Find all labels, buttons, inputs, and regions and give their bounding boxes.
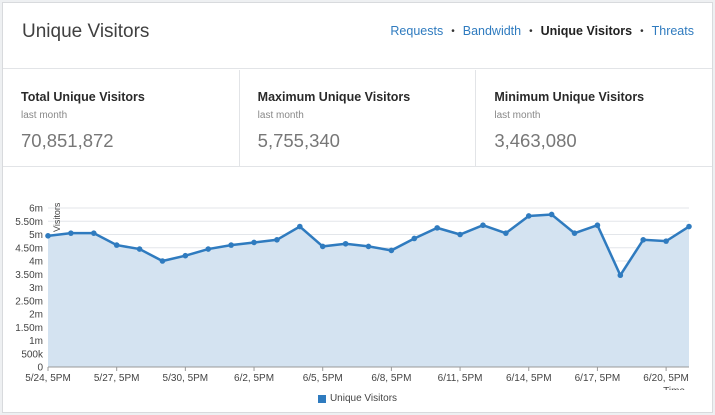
stat-maximum: Maximum Unique Visitors last month 5,755… [240, 70, 477, 166]
y-tick-label: 500k [21, 349, 44, 360]
y-tick-label: 2m [29, 310, 43, 321]
y-tick-label: 1m [29, 336, 43, 347]
series-area-fill [48, 214, 689, 367]
data-point [457, 231, 463, 238]
data-point [686, 223, 692, 230]
y-tick-label: 6m [29, 204, 43, 215]
nav-requests-link[interactable]: Requests [390, 24, 444, 38]
data-point [434, 225, 440, 231]
stat-subtitle: last month [21, 110, 68, 121]
data-point [617, 272, 624, 279]
x-tick-label: 6/8, 5PM [371, 373, 411, 384]
data-point [594, 222, 601, 229]
x-tick-label: 5/24, 5PM [25, 373, 71, 384]
y-tick-label: 5.50m [15, 217, 43, 228]
card-header: Unique Visitors Requests • Bandwidth • U… [3, 3, 712, 69]
y-tick-label: 4.50m [15, 243, 43, 254]
data-point [45, 233, 51, 239]
nav-bandwidth-link[interactable]: Bandwidth [462, 24, 522, 38]
data-point [411, 235, 418, 242]
x-tick-label: 6/2, 5PM [234, 373, 274, 384]
data-point [136, 246, 143, 252]
stat-total: Total Unique Visitors last month 70,851,… [3, 70, 240, 166]
data-point [205, 246, 212, 252]
x-tick-label: 5/30, 5PM [163, 373, 209, 384]
data-point [525, 213, 532, 219]
y-axis-label: Visitors [52, 202, 62, 232]
stat-title: Minimum Unique Visitors [494, 90, 645, 104]
data-point [503, 230, 509, 236]
chart-legend[interactable]: Unique Visitors [3, 393, 712, 404]
data-point [319, 243, 326, 250]
y-tick-label: 3m [29, 283, 43, 294]
data-point [480, 222, 486, 229]
y-tick-label: 4m [29, 257, 43, 268]
data-point [388, 247, 395, 254]
y-tick-label: 2.50m [15, 296, 43, 307]
x-tick-label: 5/27, 5PM [94, 373, 140, 384]
stats-row: Total Unique Visitors last month 70,851,… [3, 70, 712, 167]
data-point [90, 230, 97, 236]
y-tick-label: 3.50m [15, 270, 43, 281]
nav-separator: • [640, 25, 644, 37]
stat-value: 3,463,080 [494, 130, 577, 151]
stat-value: 70,851,872 [21, 130, 114, 151]
stat-title: Maximum Unique Visitors [257, 90, 411, 104]
analytics-nav: Requests • Bandwidth • Unique Visitors •… [390, 24, 694, 38]
stat-value: 5,755,340 [257, 130, 340, 151]
data-point [251, 239, 257, 246]
stat-minimum: Minimum Unique Visitors last month 3,463… [476, 70, 712, 166]
data-point [228, 242, 234, 248]
x-tick-label: 6/11, 5PM [438, 373, 483, 384]
data-point [571, 230, 578, 236]
stat-title: Total Unique Visitors [21, 90, 145, 104]
page-title: Unique Visitors [22, 21, 150, 42]
x-tick-label: 6/5, 5PM [303, 373, 343, 384]
y-tick-label: 5m [29, 230, 43, 241]
data-point [113, 242, 120, 248]
data-point [297, 223, 303, 230]
data-point [68, 230, 74, 236]
y-tick-label: 0 [37, 363, 43, 374]
legend-label: Unique Visitors [329, 393, 398, 404]
visitors-chart: 0 500k 1m 1.50m 2m 2.50m 3m 3.50m 4m 4.50m 5m 5.50m… [15, 202, 692, 390]
nav-separator: • [529, 25, 533, 37]
x-axis-label: Time [663, 386, 685, 390]
legend-swatch [317, 394, 326, 403]
stat-subtitle: last month [257, 110, 304, 121]
nav-separator: • [451, 25, 455, 37]
data-point [274, 237, 280, 243]
data-point [159, 258, 166, 264]
x-tick-label: 6/17, 5PM [575, 373, 621, 384]
data-point [365, 243, 372, 250]
nav-threats-link[interactable]: Threats [651, 24, 694, 38]
data-point [182, 252, 189, 259]
x-tick-label: 6/20, 5PM [643, 373, 689, 384]
chart-area: 0 500k 1m 1.50m 2m 2.50m 3m 3.50m 4m 4.50m 5m 5.50m… [3, 168, 712, 414]
data-point [640, 237, 647, 243]
y-tick-label: 1.50m [15, 323, 43, 334]
nav-unique-visitors-link[interactable]: Unique Visitors [540, 24, 633, 38]
data-point [342, 240, 349, 247]
x-tick-label: 6/14, 5PM [506, 373, 552, 384]
data-point [548, 211, 555, 218]
stat-subtitle: last month [494, 110, 541, 121]
data-point [663, 238, 669, 244]
